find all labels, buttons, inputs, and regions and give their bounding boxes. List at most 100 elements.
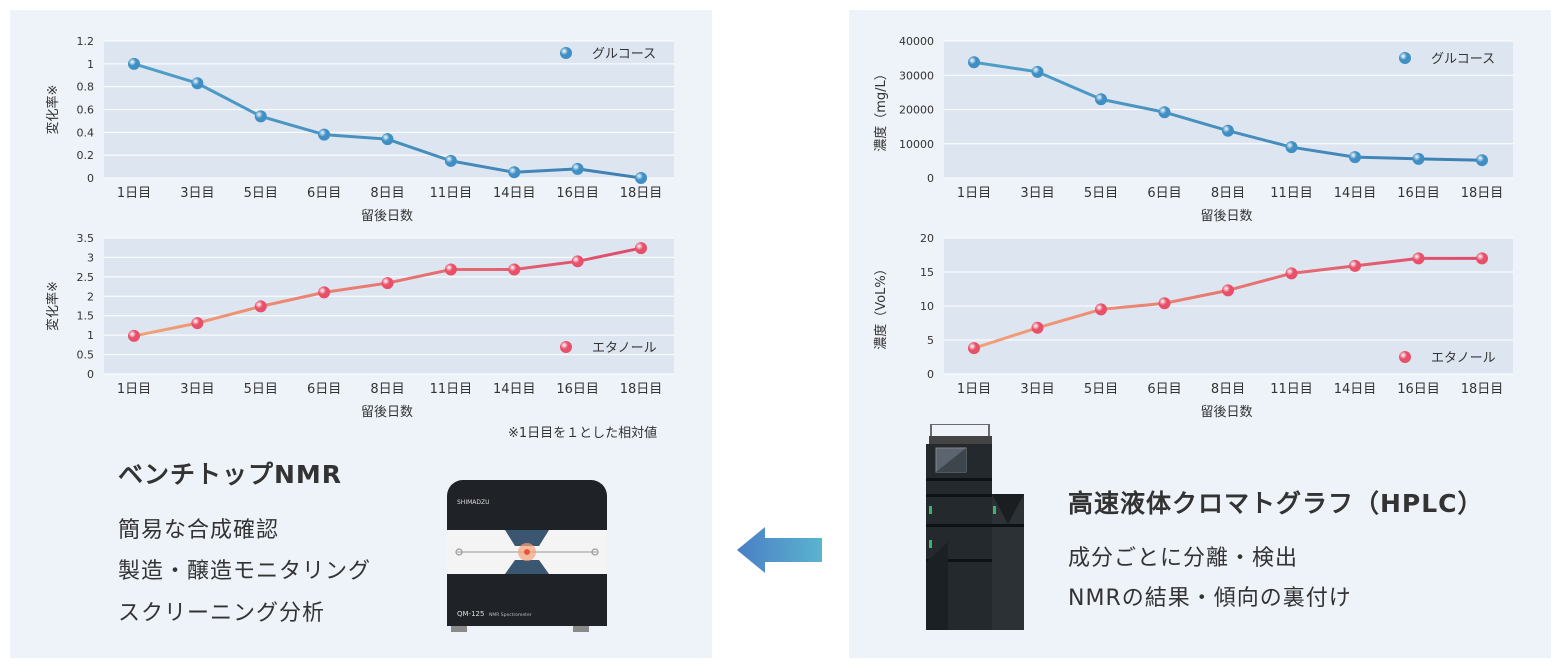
x-axis-label: 留後日数: [1200, 209, 1252, 224]
data-point: [1412, 152, 1425, 165]
legend-swatch-marker: [1399, 351, 1411, 363]
legend-label: グルコース: [592, 47, 656, 62]
data-point: [444, 263, 457, 276]
nmr-title: ベンチトップNMR: [118, 460, 343, 489]
y-tick-label: 0: [87, 172, 94, 185]
data-point: [128, 329, 140, 342]
y-tick-label: 40000: [899, 35, 934, 48]
data-point: [381, 133, 394, 146]
data-point: [1412, 252, 1425, 265]
legend-label: グルコース: [1431, 52, 1495, 67]
data-point: [1285, 141, 1298, 154]
x-tick-label: 1日目: [117, 382, 151, 397]
data-point: [1095, 303, 1107, 316]
data-point: [635, 172, 647, 184]
x-tick-label: 8日目: [1211, 382, 1245, 397]
y-tick-label: 1.2: [77, 35, 95, 48]
legend-swatch-marker: [1399, 52, 1411, 64]
y-tick-label: 10: [920, 300, 934, 313]
x-tick-label: 5日目: [1084, 382, 1118, 397]
x-tick-label: 11日目: [1270, 186, 1313, 201]
hplc-bullet-2: NMRの結果・傾向の裏付け: [1068, 586, 1352, 611]
x-tick-label: 18日目: [1461, 186, 1504, 201]
data-point: [128, 57, 140, 70]
x-tick-label: 6日目: [307, 186, 341, 201]
data-point: [1349, 151, 1361, 164]
data-point: [968, 56, 980, 69]
y-tick-label: 15: [920, 266, 934, 279]
x-tick-label: 11日目: [1270, 382, 1313, 397]
y-tick-label: 2: [87, 290, 94, 303]
y-tick-label: 1.5: [77, 310, 95, 323]
x-tick-label: 14日目: [1334, 382, 1377, 397]
y-axis-label: 濃度（VoL%）: [873, 262, 889, 349]
nmr-bullet-1: 簡易な合成確認: [118, 518, 280, 543]
y-tick-label: 3: [87, 251, 94, 264]
data-point: [381, 277, 394, 290]
data-point: [571, 162, 584, 175]
legend-swatch-marker: [560, 47, 572, 59]
x-tick-label: 5日目: [244, 382, 278, 397]
x-tick-label: 5日目: [1084, 186, 1118, 201]
data-point: [318, 128, 331, 141]
data-point: [508, 263, 521, 276]
data-point: [254, 300, 267, 313]
data-point: [254, 110, 267, 123]
device-model-sub-text: NMR Spectrometer: [489, 612, 532, 618]
y-tick-label: 0.8: [77, 81, 95, 94]
x-axis-label: 留後日数: [1200, 405, 1252, 420]
x-tick-label: 18日目: [1461, 382, 1504, 397]
y-tick-label: 30000: [899, 69, 934, 82]
device-model-text: QM-125: [457, 610, 484, 618]
y-tick-label: 0: [927, 368, 934, 381]
hplc-title: 高速液体クロマトグラフ（HPLC）: [1068, 489, 1484, 518]
hplc-device-image: [926, 424, 1024, 630]
x-tick-label: 1日目: [957, 382, 991, 397]
x-axis-label: 留後日数: [361, 209, 413, 224]
y-tick-label: 10000: [899, 138, 934, 151]
y-axis-label: 変化率※: [45, 281, 61, 331]
x-tick-label: 14日目: [1334, 186, 1377, 201]
data-point: [318, 286, 331, 299]
x-tick-label: 3日目: [180, 186, 214, 201]
x-tick-label: 11日目: [430, 382, 473, 397]
x-tick-label: 14日目: [493, 382, 536, 397]
y-tick-label: 0.4: [77, 126, 95, 139]
data-point: [1031, 321, 1044, 334]
data-point: [1476, 252, 1488, 265]
data-point: [1095, 93, 1107, 106]
y-tick-label: 0.2: [77, 149, 95, 162]
data-point: [1158, 106, 1171, 119]
y-axis-label: 変化率※: [45, 85, 61, 135]
hplc-bullet-1: 成分ごとに分離・検出: [1068, 546, 1299, 571]
x-tick-label: 8日目: [1211, 186, 1245, 201]
x-tick-label: 3日目: [180, 382, 214, 397]
legend-swatch-marker: [560, 341, 572, 353]
y-tick-label: 0.5: [77, 349, 95, 362]
x-tick-label: 6日目: [1147, 382, 1181, 397]
y-tick-label: 2.5: [77, 271, 95, 284]
y-tick-label: 0: [927, 172, 934, 185]
nmr-bullet-3: スクリーニング分析: [118, 601, 326, 626]
x-tick-label: 3日目: [1020, 382, 1054, 397]
data-point: [968, 342, 980, 355]
data-point: [1158, 297, 1171, 310]
x-tick-label: 16日目: [1397, 382, 1440, 397]
x-tick-label: 6日目: [307, 382, 341, 397]
relative-value-note: ※1日目を１とした相対値: [508, 426, 658, 441]
x-tick-label: 14日目: [493, 186, 536, 201]
data-point: [1222, 124, 1234, 137]
data-point: [1285, 267, 1298, 280]
x-tick-label: 8日目: [370, 382, 404, 397]
nmr-bullet-2: 製造・醸造モニタリング: [118, 559, 372, 584]
nmr-device-image: SHIMADZU QM-125 NMR Spectrometer: [447, 480, 607, 632]
data-point: [1031, 65, 1044, 78]
x-tick-label: 11日目: [430, 186, 473, 201]
x-tick-label: 16日目: [556, 382, 599, 397]
y-tick-label: 5: [927, 334, 934, 347]
data-point: [444, 154, 457, 167]
